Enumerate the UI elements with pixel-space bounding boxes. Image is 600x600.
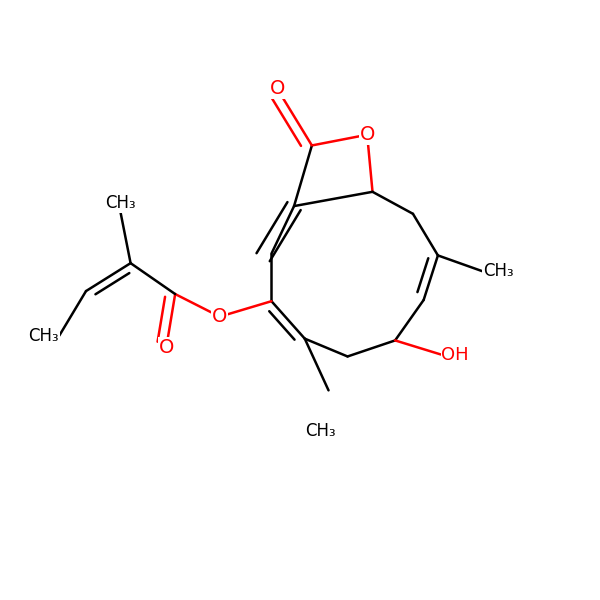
Text: O: O [158,338,174,357]
Text: OH: OH [442,346,469,364]
Text: O: O [270,79,285,98]
Text: CH₃: CH₃ [305,422,336,440]
Text: CH₃: CH₃ [105,194,136,212]
Text: CH₃: CH₃ [29,326,59,344]
Text: O: O [212,307,227,326]
Text: O: O [359,125,375,144]
Text: CH₃: CH₃ [483,262,514,280]
